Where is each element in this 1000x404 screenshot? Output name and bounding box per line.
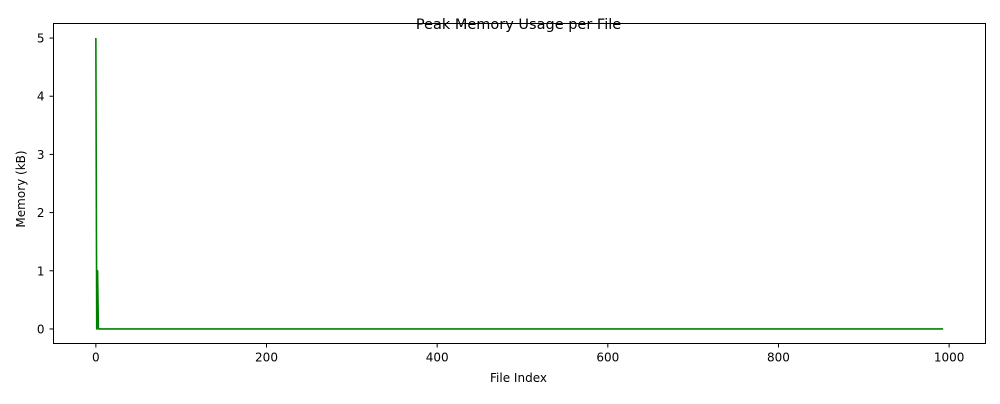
x-axis-label: File Index xyxy=(490,371,547,385)
y-axis-ticks: 0 1 2 3 4 5 xyxy=(37,32,54,336)
series-layer xyxy=(95,38,944,330)
y-tick-label: 2 xyxy=(37,206,45,220)
x-tick-label: 1000 xyxy=(934,351,965,365)
plot-frame xyxy=(53,23,986,344)
y-tick-label: 1 xyxy=(37,264,45,278)
y-tick-label: 5 xyxy=(37,32,45,46)
y-tick-label: 4 xyxy=(37,90,45,104)
x-tick-label: 0 xyxy=(92,351,100,365)
chart-title: Peak Memory Usage per File xyxy=(416,17,621,33)
x-tick-label: 400 xyxy=(426,351,449,365)
y-tick-label: 3 xyxy=(37,148,45,162)
y-tick-label: 0 xyxy=(37,322,45,336)
x-tick-label: 200 xyxy=(255,351,278,365)
y-axis-label: Memory (kB) xyxy=(14,150,28,227)
x-tick-label: 600 xyxy=(596,351,619,365)
x-tick-label: 800 xyxy=(767,351,790,365)
x-axis-ticks: 0 200 400 600 800 1000 xyxy=(92,343,965,365)
series-line xyxy=(95,38,944,330)
